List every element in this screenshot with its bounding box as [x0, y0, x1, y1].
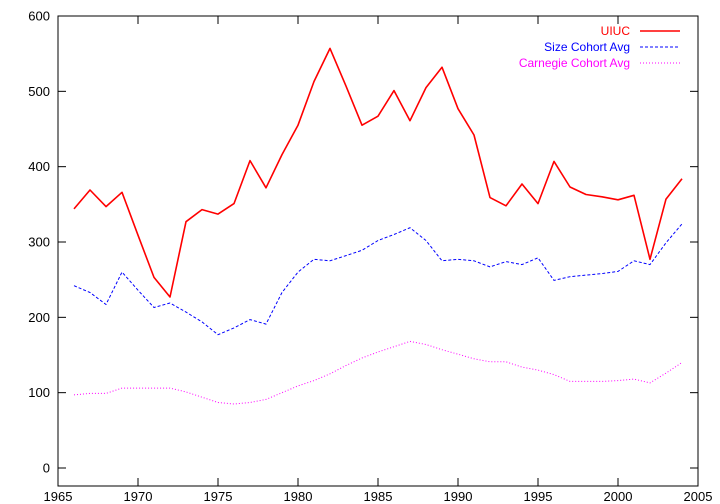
x-tick-label: 1965: [44, 489, 73, 504]
y-axis: 0 100 200 300 400 500 600: [28, 9, 698, 476]
y-tick-label: 400: [28, 159, 50, 174]
y-tick-label: 0: [43, 461, 50, 476]
x-tick-label: 1995: [524, 489, 553, 504]
plot-area-frame: [57, 15, 699, 487]
x-tick-label: 1985: [364, 489, 393, 504]
y-tick-label: 600: [28, 9, 50, 24]
legend: UIUC Size Cohort Avg Carnegie Cohort Avg: [519, 24, 680, 70]
x-tick-label: 2005: [684, 489, 713, 504]
x-axis: 1965 1970 1975 1980 1985 1990 1995 2000 2005: [44, 16, 713, 504]
series-line-carnegie-cohort-avg: [73, 340, 683, 405]
legend-label: UIUC: [601, 24, 631, 38]
x-tick-label: 1980: [284, 489, 313, 504]
y-tick-label: 200: [28, 310, 50, 325]
x-tick-label: 1990: [444, 489, 473, 504]
y-tick-label: 300: [28, 235, 50, 250]
series-lines: [73, 47, 683, 405]
series-line-size-cohort-avg: [73, 223, 683, 336]
y-tick-label: 100: [28, 385, 50, 400]
x-tick-label: 1975: [204, 489, 233, 504]
series-line-uiuc: [73, 47, 683, 298]
legend-label: Carnegie Cohort Avg: [519, 56, 630, 70]
x-tick-label: 1970: [124, 489, 153, 504]
y-tick-label: 500: [28, 84, 50, 99]
legend-label: Size Cohort Avg: [544, 40, 630, 54]
x-tick-label: 2000: [604, 489, 633, 504]
